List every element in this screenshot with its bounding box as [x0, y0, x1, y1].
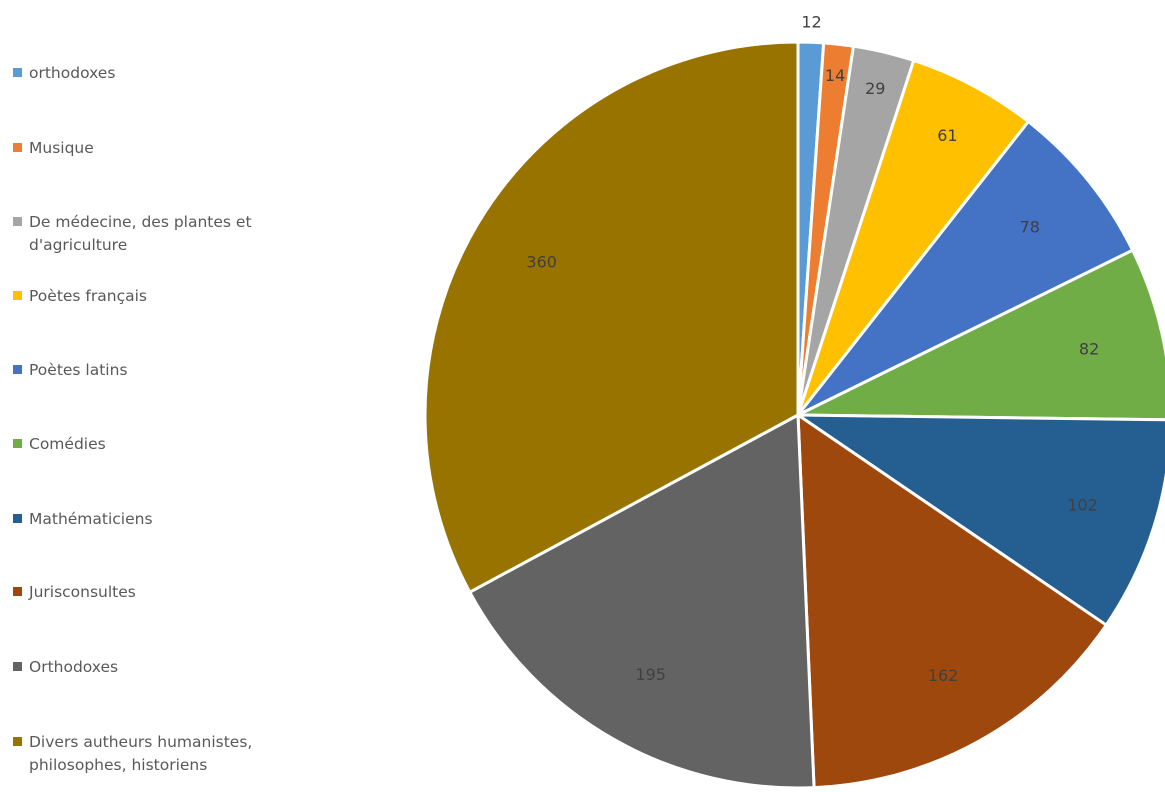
pie-slice [796, 413, 1108, 790]
legend-item-poetes-francais: Poètes français [13, 285, 323, 308]
legend-item-divers-autheurs: Divers autheurs humanistes, philosophes,… [13, 731, 323, 777]
pie-slice [796, 58, 1030, 417]
legend-label: Divers autheurs humanistes, philosophes,… [29, 733, 253, 774]
legend-swatch [13, 439, 22, 448]
pie-data-label: 82 [1079, 340, 1099, 359]
legend-item-orthodoxes-upper: Orthodoxes [13, 656, 323, 679]
pie-data-label: 78 [1020, 218, 1040, 237]
pie-data-label: 162 [928, 666, 959, 685]
legend-item-orthodoxes-lower: orthodoxes [13, 62, 323, 85]
legend-label: Poètes latins [29, 361, 128, 379]
legend-label: Jurisconsultes [29, 583, 136, 601]
pie-data-label: 102 [1067, 495, 1098, 514]
legend-label: Poètes français [29, 287, 147, 305]
pie-data-labels: 12 14 29 61 78 82 102 162 195 360 [526, 13, 1099, 686]
pie-slices [423, 40, 1165, 790]
pie-data-label: 195 [635, 665, 666, 684]
legend-label: De médecine, des plantes et d'agricultur… [29, 213, 252, 254]
pie-slice [423, 40, 800, 594]
legend-label: Orthodoxes [29, 658, 119, 676]
legend-item-musique: Musique [13, 137, 323, 160]
legend-swatch [13, 365, 22, 374]
legend-swatch [13, 143, 22, 152]
pie-slice [796, 413, 1165, 627]
pie-slice [796, 120, 1135, 417]
pie-data-label: 61 [937, 126, 957, 145]
pie-slice [468, 413, 816, 790]
legend-swatch [13, 291, 22, 300]
legend-swatch [13, 217, 22, 226]
legend-label: orthodoxes [29, 64, 116, 82]
legend-swatch [13, 514, 22, 523]
legend-swatch [13, 662, 22, 671]
pie-data-label: 360 [526, 253, 557, 272]
legend-label: Musique [29, 139, 94, 157]
legend-swatch [13, 68, 22, 77]
legend-swatch [13, 587, 22, 596]
chart-legend: orthodoxes Musique De médecine, des plan… [0, 0, 330, 792]
legend-swatch [13, 737, 22, 746]
pie-data-label: 14 [825, 66, 845, 85]
legend-item-comedies: Comédies [13, 433, 323, 456]
pie-data-label: 12 [801, 13, 821, 32]
legend-item-jurisconsultes: Jurisconsultes [13, 581, 323, 604]
legend-label: Mathématiciens [29, 510, 153, 528]
legend-item-medecine: De médecine, des plantes et d'agricultur… [13, 211, 323, 257]
pie-data-label: 29 [865, 79, 885, 98]
legend-item-mathematiciens: Mathématiciens [13, 508, 323, 531]
legend-item-poetes-latins: Poètes latins [13, 359, 323, 382]
pie-slice [796, 248, 1165, 422]
legend-label: Comédies [29, 435, 106, 453]
